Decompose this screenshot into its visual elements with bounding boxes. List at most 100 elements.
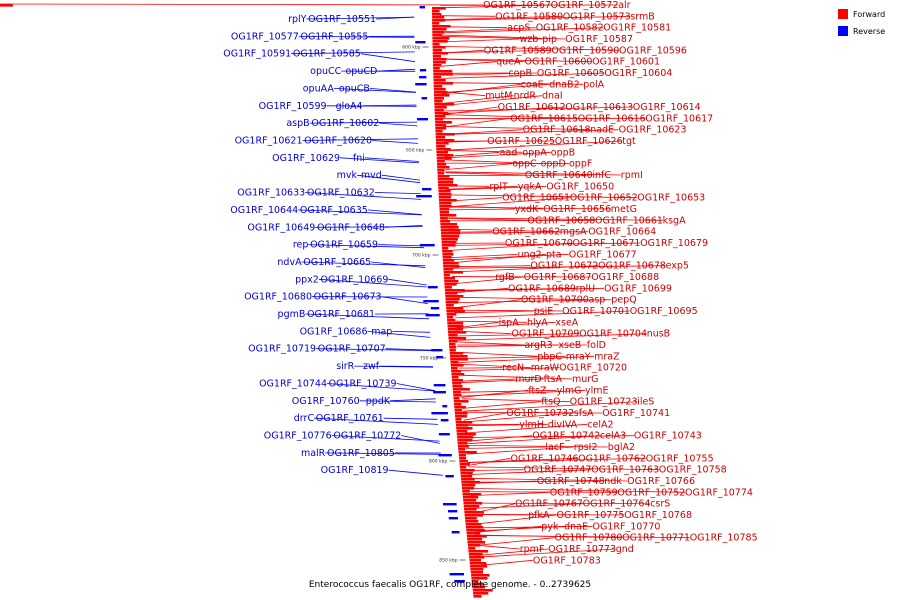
forward-gene-mark bbox=[459, 460, 468, 463]
forward-gene-mark bbox=[454, 403, 462, 406]
forward-gene-mark bbox=[462, 490, 470, 493]
reverse-leader-line bbox=[305, 313, 430, 320]
forward-gene-mark bbox=[434, 118, 444, 121]
reverse-gene-label: OG1RF_10739 bbox=[329, 379, 397, 390]
reverse-leader-line bbox=[306, 16, 415, 20]
forward-gene-mark bbox=[449, 346, 457, 349]
forward-gene-mark bbox=[437, 178, 454, 181]
forward-leader-line bbox=[472, 503, 583, 509]
forward-gene-label: ftsZ bbox=[528, 385, 547, 396]
reverse-gene-mark bbox=[433, 391, 446, 394]
forward-leader-line bbox=[470, 488, 686, 493]
forward-gene-mark bbox=[472, 583, 484, 586]
forward-leader-line bbox=[453, 299, 612, 303]
forward-gene-mark bbox=[432, 7, 446, 10]
legend: Forward Reverse bbox=[838, 9, 885, 36]
reverse-leader-line bbox=[388, 469, 443, 476]
forward-gene-mark bbox=[444, 283, 457, 286]
forward-gene-mark bbox=[443, 268, 454, 271]
reverse-gene-mark bbox=[431, 412, 448, 415]
forward-gene-label: OG1RF_10601 bbox=[592, 57, 660, 68]
forward-gene-mark bbox=[432, 40, 448, 43]
forward-leader-line bbox=[440, 26, 508, 29]
reverse-gene-label: OG1RF_10648 bbox=[317, 222, 385, 233]
reverse-gene-label: OG1RF_10805 bbox=[327, 448, 395, 459]
forward-gene-mark bbox=[432, 13, 442, 16]
forward-gene-mark bbox=[461, 478, 475, 481]
forward-leader-line bbox=[440, 15, 631, 21]
reverse-gene-label: OG1RF_10707 bbox=[318, 344, 386, 355]
forward-leader-line bbox=[440, 27, 536, 33]
forward-gene-mark bbox=[450, 364, 464, 367]
forward-gene-label: OG1RF_10774 bbox=[685, 487, 753, 498]
forward-gene-label: OG1RF_10775 bbox=[557, 510, 625, 521]
forward-gene-label: rpmF bbox=[520, 544, 545, 555]
forward-gene-label: ksgA bbox=[663, 215, 686, 226]
forward-gene-mark bbox=[434, 112, 449, 115]
forward-leader-line bbox=[464, 423, 588, 434]
forward-gene-mark bbox=[437, 175, 450, 178]
forward-gene-mark bbox=[434, 106, 447, 109]
forward-leader-line bbox=[441, 83, 521, 95]
forward-gene-label: yqkA bbox=[518, 181, 542, 192]
forward-gene-mark bbox=[464, 508, 477, 511]
forward-gene-label: alr bbox=[618, 0, 630, 11]
forward-gene-label: OG1RF_10626 bbox=[555, 136, 623, 147]
reverse-gene-label: sirR bbox=[336, 361, 354, 372]
forward-gene-mark bbox=[444, 289, 465, 292]
forward-gene-label: polA bbox=[583, 79, 604, 90]
reverse-gene-mark bbox=[449, 573, 464, 576]
forward-leader-line bbox=[468, 469, 592, 475]
reverse-leader-line bbox=[401, 435, 440, 444]
forward-leader-line bbox=[443, 129, 523, 135]
forward-gene-label: ylmG bbox=[557, 385, 582, 396]
reverse-leader-line bbox=[315, 226, 423, 228]
reverse-gene-mark bbox=[423, 300, 439, 303]
forward-gene-mark bbox=[471, 577, 488, 580]
forward-gene-mark bbox=[465, 517, 477, 520]
forward-leader-line bbox=[447, 206, 611, 210]
forward-gene-mark bbox=[432, 58, 447, 61]
forward-gene-mark bbox=[432, 31, 445, 34]
forward-gene-mark bbox=[440, 220, 450, 223]
forward-leader-line bbox=[466, 446, 546, 449]
forward-gene-mark bbox=[442, 250, 453, 253]
reverse-gene-mark bbox=[419, 6, 425, 9]
forward-gene-label: infC bbox=[592, 170, 611, 181]
forward-gene-mark bbox=[437, 166, 450, 169]
reverse-gene-mark bbox=[415, 83, 427, 86]
scale-tick-label: 600 kbp bbox=[402, 45, 420, 51]
forward-gene-label: srmB bbox=[630, 11, 654, 22]
forward-gene-mark bbox=[433, 61, 446, 64]
forward-leader-line bbox=[474, 525, 593, 529]
reverse-leader-line bbox=[396, 383, 436, 392]
reverse-leader-line bbox=[367, 209, 422, 215]
forward-gene-label: tgt bbox=[622, 136, 636, 147]
forward-gene-label: OG1RF_10613 bbox=[565, 102, 633, 113]
forward-gene-mark bbox=[448, 334, 458, 337]
reverse-leader-line bbox=[383, 417, 438, 420]
forward-leader-line bbox=[470, 491, 550, 496]
forward-leader-line bbox=[454, 310, 534, 314]
reverse-leader-line bbox=[385, 348, 432, 351]
forward-leader-line bbox=[461, 389, 586, 397]
forward-gene-mark bbox=[432, 25, 451, 28]
forward-leader-line bbox=[448, 218, 528, 221]
forward-gene-mark bbox=[452, 382, 462, 385]
forward-gene-mark bbox=[433, 88, 446, 91]
reverse-gene-label: zwf bbox=[363, 361, 380, 372]
forward-gene-mark bbox=[436, 142, 449, 145]
forward-gene-mark bbox=[446, 313, 457, 316]
forward-gene-label: metG bbox=[611, 204, 637, 215]
forward-gene-label: OG1RF_10742 bbox=[532, 431, 600, 442]
forward-gene-mark bbox=[442, 253, 454, 256]
forward-gene-mark bbox=[432, 43, 440, 46]
forward-gene-label: OG1RF_10758 bbox=[659, 465, 727, 476]
forward-gene-mark bbox=[438, 187, 449, 190]
forward-gene-label: sfsA bbox=[574, 408, 594, 419]
forward-gene-marks bbox=[0, 4, 493, 598]
reverse-leader-lines bbox=[291, 16, 443, 476]
forward-leader-line bbox=[444, 162, 570, 165]
forward-leader-line bbox=[464, 423, 548, 427]
